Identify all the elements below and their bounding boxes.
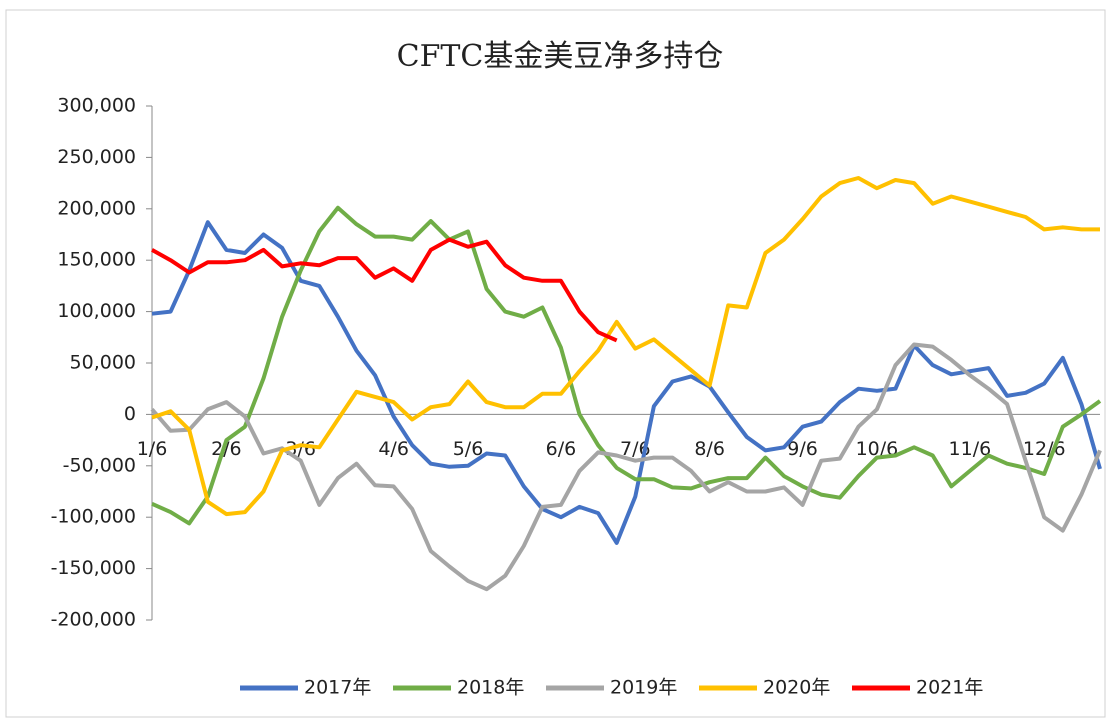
y-tick-label: 0 bbox=[124, 403, 136, 425]
series-line bbox=[151, 237, 618, 343]
x-tick-label: 2/6 bbox=[211, 438, 242, 460]
y-tick-label: -50,000 bbox=[63, 454, 136, 476]
legend-label: 2020年 bbox=[763, 677, 830, 699]
y-tick-label: -200,000 bbox=[51, 609, 136, 631]
series-line bbox=[151, 220, 1102, 545]
x-tick-label: 8/6 bbox=[694, 438, 725, 460]
x-tick-label: 9/6 bbox=[787, 438, 818, 460]
legend-label: 2018年 bbox=[457, 677, 524, 699]
series-line bbox=[151, 176, 1100, 517]
y-tick-label: 150,000 bbox=[57, 249, 136, 271]
y-tick-label: -100,000 bbox=[51, 506, 136, 528]
x-tick-label: 6/6 bbox=[546, 438, 577, 460]
legend-label: 2017年 bbox=[304, 677, 371, 699]
y-tick-label: 200,000 bbox=[57, 197, 136, 219]
legend-label: 2021年 bbox=[916, 677, 983, 699]
y-tick-label: 100,000 bbox=[57, 300, 136, 322]
x-tick-label: 1/6 bbox=[137, 438, 168, 460]
series-line bbox=[151, 205, 1102, 526]
y-tick-label: 300,000 bbox=[57, 95, 136, 117]
x-tick-label: 4/6 bbox=[378, 438, 409, 460]
chart-title: CFTC基金美豆净多持仓 bbox=[397, 39, 724, 74]
x-tick-label: 5/6 bbox=[453, 438, 484, 460]
y-tick-label: -150,000 bbox=[51, 557, 136, 579]
legend-label: 2019年 bbox=[610, 677, 677, 699]
x-tick-label: 11/6 bbox=[949, 438, 992, 460]
series-line bbox=[150, 342, 1102, 592]
y-tick-label: 50,000 bbox=[70, 352, 136, 374]
y-tick-label: 250,000 bbox=[57, 146, 136, 168]
chart-frame bbox=[5, 9, 1106, 718]
